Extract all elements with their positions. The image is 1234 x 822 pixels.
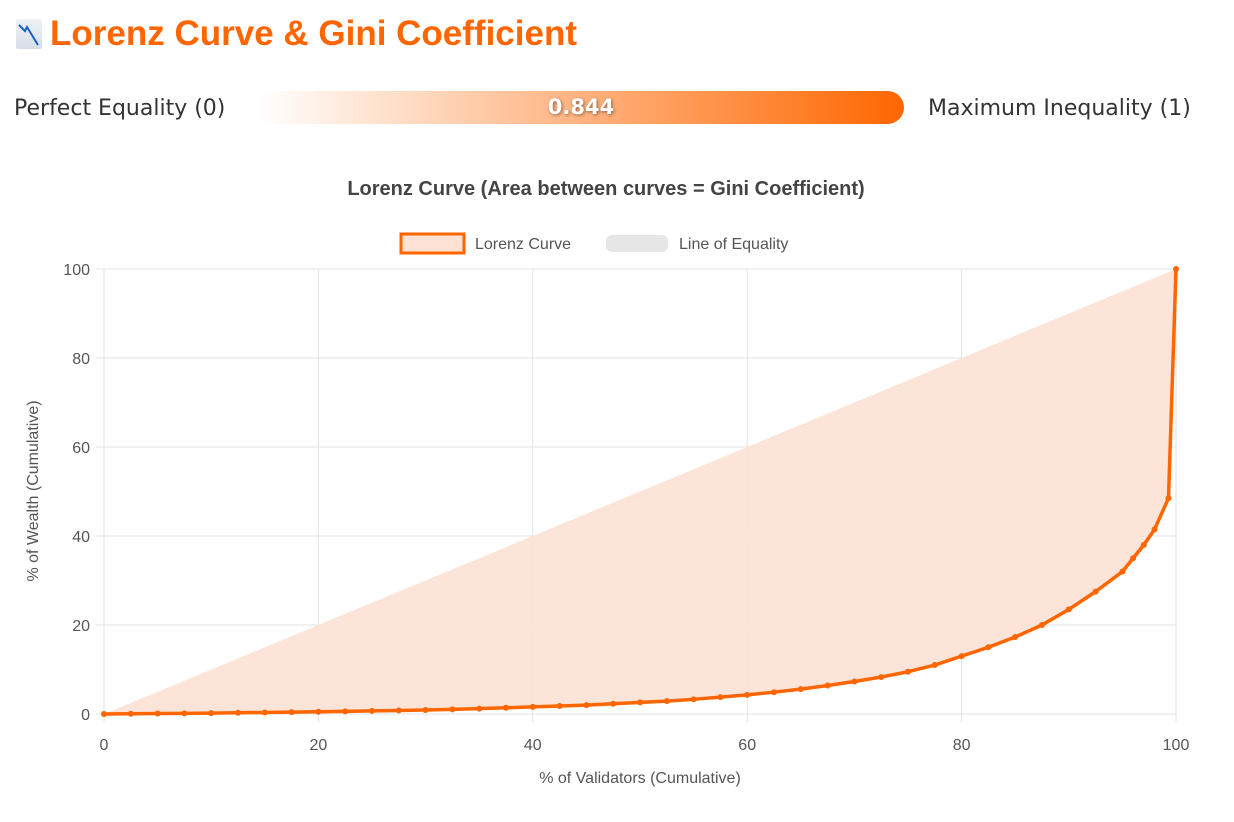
- lorenz-point: [261, 709, 268, 716]
- lorenz-point: [1119, 568, 1126, 575]
- legend-item-lorenz[interactable]: Lorenz Curve: [399, 232, 571, 255]
- x-tick-label: 40: [524, 737, 542, 754]
- x-axis-label: % of Validators (Cumulative): [539, 770, 741, 787]
- y-tick-label: 20: [72, 618, 90, 635]
- lorenz-point: [878, 674, 885, 681]
- x-tick-label: 80: [953, 737, 971, 754]
- perfect-equality-label: Perfect Equality (0): [14, 96, 226, 121]
- lorenz-point: [154, 710, 161, 717]
- chart-title: Lorenz Curve (Area between curves = Gini…: [347, 178, 864, 200]
- legend-label-lorenz: Lorenz Curve: [475, 236, 571, 253]
- lorenz-point: [556, 702, 563, 709]
- lorenz-point: [476, 705, 483, 712]
- lorenz-point: [422, 706, 429, 713]
- lorenz-point: [905, 668, 911, 675]
- lorenz-point: [771, 689, 777, 696]
- lorenz-point: [690, 696, 697, 703]
- maximum-inequality-label: Maximum Inequality (1): [928, 96, 1191, 121]
- gini-area-fill: [104, 269, 1176, 714]
- lorenz-point: [503, 704, 509, 711]
- series-layer: [101, 266, 1179, 717]
- lorenz-point: [637, 699, 643, 706]
- x-tick-label: 100: [1163, 737, 1190, 754]
- lorenz-point: [395, 707, 402, 714]
- page-header: Lorenz Curve & Gini Coefficient: [16, 14, 577, 54]
- lorenz-point: [985, 644, 992, 651]
- lorenz-point: [744, 691, 751, 698]
- y-tick-label: 80: [72, 351, 90, 368]
- tick-labels: 0 20 40 60 80 100 0 20 40 60 80 100: [63, 262, 1189, 754]
- lorenz-point: [797, 686, 804, 693]
- lorenz-point: [235, 709, 241, 716]
- gini-value: 0.844: [547, 95, 615, 119]
- y-tick-label: 0: [81, 707, 90, 724]
- lorenz-point: [1151, 526, 1158, 533]
- lorenz-point: [342, 708, 349, 715]
- page-title: Lorenz Curve & Gini Coefficient: [50, 14, 577, 53]
- chart-decreasing-icon: [16, 19, 42, 49]
- lorenz-point: [315, 708, 322, 715]
- gini-scale: Perfect Equality (0) 0.844 Maximum Inequ…: [0, 90, 1234, 126]
- gini-gradient-bar: 0.844: [258, 91, 904, 124]
- legend-item-equality[interactable]: Line of Equality: [606, 235, 788, 253]
- legend-label-equality: Line of Equality: [679, 236, 788, 253]
- lorenz-point: [449, 706, 456, 713]
- lorenz-point: [1065, 606, 1072, 613]
- y-tick-label: 100: [63, 262, 90, 279]
- lorenz-point: [610, 700, 617, 707]
- lorenz-point: [958, 653, 965, 660]
- lorenz-point: [1092, 588, 1099, 595]
- y-axis-label: % of Wealth (Cumulative): [25, 400, 42, 581]
- lorenz-point: [127, 710, 134, 717]
- lorenz-point: [529, 703, 536, 710]
- x-tick-label: 60: [738, 737, 756, 754]
- lorenz-point: [1165, 495, 1172, 502]
- lorenz-point: [717, 694, 724, 701]
- legend: Lorenz Curve Line of Equality: [399, 232, 788, 255]
- lorenz-point: [1130, 555, 1137, 562]
- lorenz-point: [851, 678, 858, 685]
- lorenz-point: [1039, 622, 1045, 628]
- y-tick-label: 40: [72, 529, 90, 546]
- lorenz-point: [583, 702, 590, 709]
- lorenz-point: [288, 709, 295, 716]
- lorenz-point: [208, 710, 215, 717]
- lorenz-point: [663, 698, 670, 705]
- x-tick-label: 0: [100, 737, 109, 754]
- lorenz-point: [1012, 634, 1019, 641]
- lorenz-point: [181, 710, 188, 717]
- lorenz-curve-line: [103, 268, 1178, 716]
- lorenz-point: [824, 682, 831, 689]
- lorenz-point: [1173, 266, 1179, 272]
- y-tick-label: 60: [72, 440, 90, 457]
- x-tick-label: 20: [310, 737, 328, 754]
- lorenz-point: [1140, 541, 1147, 548]
- lorenz-point: [369, 707, 375, 714]
- lorenz-point: [101, 711, 107, 717]
- lorenz-point: [931, 662, 938, 669]
